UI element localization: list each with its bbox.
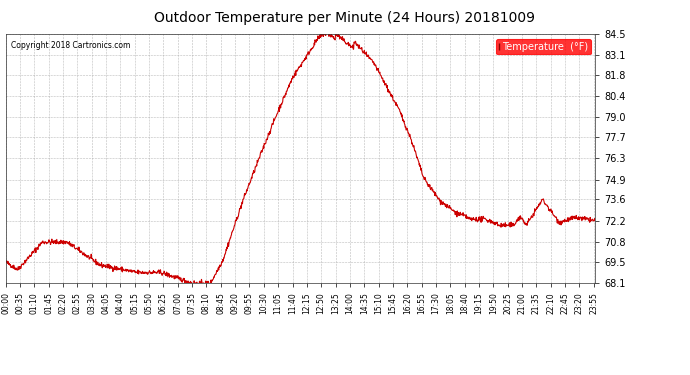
Text: Copyright 2018 Cartronics.com: Copyright 2018 Cartronics.com — [12, 41, 131, 50]
Text: Outdoor Temperature per Minute (24 Hours) 20181009: Outdoor Temperature per Minute (24 Hours… — [155, 11, 535, 25]
Legend: Temperature  (°F): Temperature (°F) — [495, 39, 591, 54]
